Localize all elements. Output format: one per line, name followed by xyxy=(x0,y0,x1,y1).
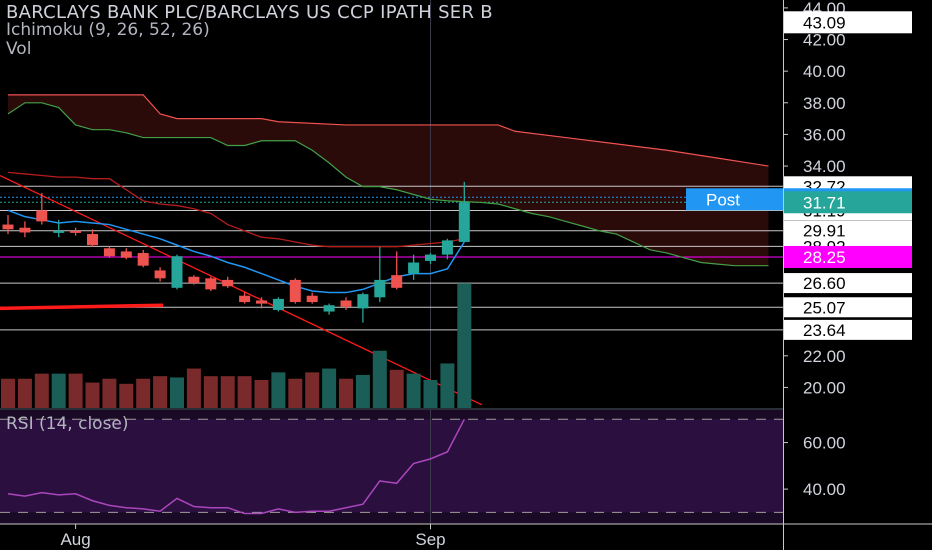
volume-bar xyxy=(51,373,66,408)
candle-body xyxy=(87,234,98,246)
price-level-label: 23.64 xyxy=(803,321,846,340)
ichimoku-cloud xyxy=(8,94,769,266)
volume-bar xyxy=(68,373,83,408)
volume-bar xyxy=(186,368,201,408)
rsi-tick-label: 40.00 xyxy=(803,480,846,499)
price-tick-label: 22.00 xyxy=(803,347,846,366)
candle-body xyxy=(137,253,149,266)
candle-body xyxy=(357,294,369,309)
price-tick-label: 38.00 xyxy=(803,94,846,113)
price-tag-value-teal: 31.71 xyxy=(803,193,846,212)
rsi-band-fill xyxy=(0,419,783,513)
post-label: Post xyxy=(706,190,740,209)
candle-body xyxy=(374,279,386,298)
price-tag-box-teal xyxy=(784,191,912,214)
post-label-box xyxy=(686,188,783,211)
price-level-box xyxy=(784,297,912,318)
volume-bar xyxy=(203,376,218,408)
candle-body xyxy=(103,248,115,257)
price-tick-label: 36.00 xyxy=(803,125,846,144)
volume-bar xyxy=(339,378,353,408)
price-level-box xyxy=(784,273,912,294)
candle-body xyxy=(408,262,420,274)
candle-body xyxy=(188,276,200,284)
ichimoku-conversion-line xyxy=(7,209,465,294)
volume-bar xyxy=(153,376,168,408)
volume-bar xyxy=(440,363,455,408)
volume-bar xyxy=(406,373,421,408)
volume-bar xyxy=(17,378,32,408)
candle-body xyxy=(239,295,251,303)
candle-body xyxy=(458,202,470,242)
price-level-box xyxy=(784,220,912,241)
price-tick-label: 42.00 xyxy=(803,31,846,50)
volume-bar xyxy=(423,380,438,408)
price-tag-value-white: 43.09 xyxy=(803,13,846,32)
candle-body xyxy=(36,210,48,222)
candle-body xyxy=(222,279,234,287)
volume-bar xyxy=(34,373,49,408)
volume-bar xyxy=(372,350,387,408)
volume-bar xyxy=(102,378,117,408)
price-tag-box-white xyxy=(784,11,912,34)
volume-bar xyxy=(136,378,151,408)
symbol-title: BARCLAYS BANK PLC/BARCLAYS US CCP IPATH … xyxy=(6,2,493,23)
ichimoku-legend[interactable]: Ichimoku (9, 26, 52, 26) xyxy=(6,20,210,40)
rsi-tick-label: 60.00 xyxy=(803,434,846,453)
ichimoku-lead-b xyxy=(8,94,769,167)
volume-bar xyxy=(389,369,404,408)
candle-body xyxy=(425,254,436,261)
price-level-label: 25.07 xyxy=(803,298,846,317)
time-tick-label: Aug xyxy=(60,530,90,549)
volume-bar xyxy=(271,372,286,408)
volume-bar xyxy=(305,372,320,408)
volume-bar xyxy=(457,283,472,408)
price-level-label: 29.91 xyxy=(803,222,846,241)
volume-bar xyxy=(85,382,100,408)
price-level-box xyxy=(784,319,912,340)
candle-body xyxy=(391,275,403,288)
volume-bar xyxy=(288,378,303,408)
price-tag-value-magenta: 28.25 xyxy=(803,248,846,267)
candle-body xyxy=(205,278,217,290)
price-tick-label: 34.00 xyxy=(803,157,846,176)
candle-body xyxy=(171,256,183,288)
rsi-legend[interactable]: RSI (14, close) xyxy=(6,414,129,434)
candle-body xyxy=(2,224,14,230)
ichimoku-lead-a xyxy=(7,102,769,267)
trend-line xyxy=(0,174,483,406)
candle-body xyxy=(154,270,166,279)
price-tick-label: 20.00 xyxy=(803,378,846,397)
volume-bar xyxy=(237,376,252,408)
candle-body xyxy=(53,230,65,233)
rsi-line xyxy=(7,418,465,515)
candle-body xyxy=(306,295,318,303)
volume-bar xyxy=(322,368,337,408)
candle-body xyxy=(19,227,31,233)
volume-bar xyxy=(220,376,235,408)
candle-body xyxy=(120,251,132,258)
volume-bar xyxy=(1,378,15,408)
ichimoku-base-line xyxy=(7,171,465,248)
candle-body xyxy=(272,298,284,310)
candle-body xyxy=(256,300,267,304)
time-tick-label: Sep xyxy=(415,530,445,549)
price-level-label: 26.60 xyxy=(803,274,846,293)
volume-legend[interactable]: Vol xyxy=(6,39,32,59)
candle-body xyxy=(289,279,301,303)
volume-bar xyxy=(119,383,134,408)
candle-body xyxy=(70,230,82,233)
candle-body xyxy=(323,305,335,312)
support-segment xyxy=(0,303,164,311)
volume-bar xyxy=(170,377,184,408)
candle-body xyxy=(340,300,352,307)
candle-body xyxy=(441,240,453,255)
price-tag-box-magenta xyxy=(784,245,912,268)
volume-bar xyxy=(254,380,269,408)
volume-bar xyxy=(355,374,370,408)
price-tick-label: 40.00 xyxy=(803,62,846,81)
